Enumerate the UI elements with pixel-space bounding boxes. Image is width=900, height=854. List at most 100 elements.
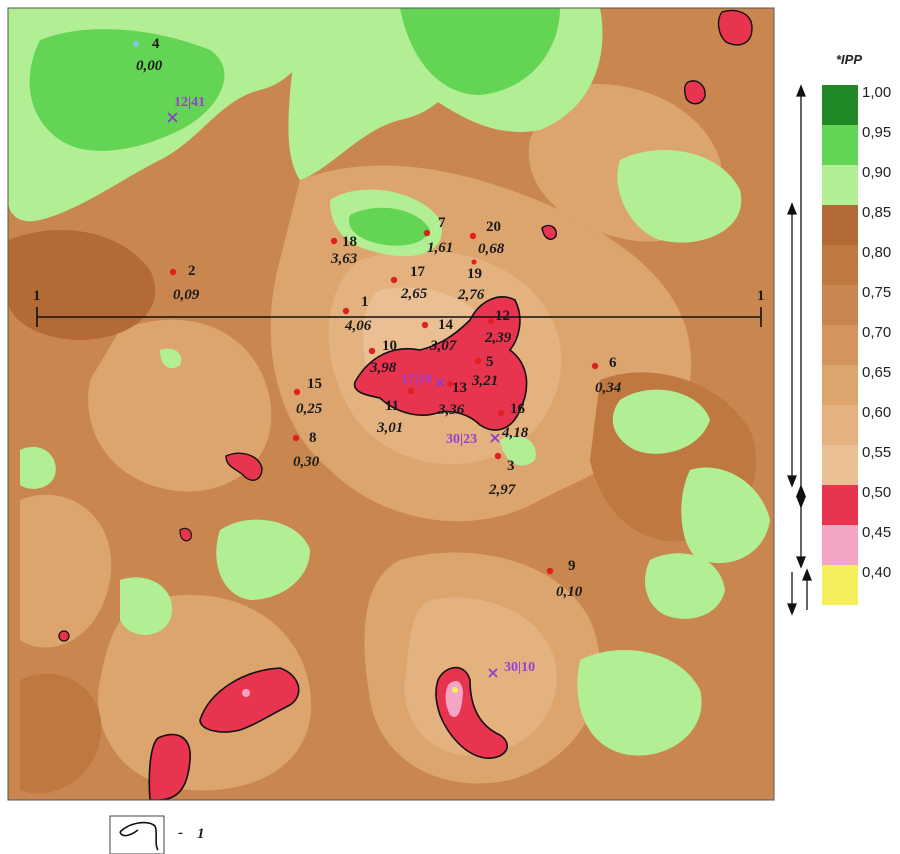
point-label: 30|10 [504, 660, 535, 675]
well-value: 2,97 [488, 482, 516, 498]
legend-swatch [822, 125, 858, 165]
well-id: 20 [486, 219, 501, 235]
legend-label: 0,40 [862, 564, 891, 581]
well-value: 0,09 [173, 287, 200, 303]
profile-start-label: 1 [33, 288, 41, 304]
well-marker [390, 276, 398, 284]
well-id: 12 [495, 308, 510, 324]
well-marker [447, 381, 453, 387]
footnote-label: 1 [197, 826, 205, 842]
cross-marker [488, 668, 498, 678]
well-marker [546, 567, 554, 575]
well-7: 7 1,61 [423, 215, 453, 256]
well-marker [407, 387, 415, 395]
well-marker [423, 229, 431, 237]
well-id: 10 [382, 338, 397, 354]
contour-line-icon [119, 821, 159, 851]
legend-swatch [822, 365, 858, 405]
well-marker [421, 321, 429, 329]
range-arrows [787, 84, 812, 616]
well-marker [169, 268, 177, 276]
well-id: 17 [410, 264, 426, 280]
well-16: 16 4,18 [497, 401, 529, 441]
well-value: 2,76 [457, 287, 485, 303]
legend-swatch [822, 525, 858, 565]
well-marker [469, 232, 477, 240]
point-label: 30|23 [446, 432, 477, 447]
legend-label: 0,70 [862, 324, 891, 341]
well-19: 19 2,76 [457, 259, 485, 303]
well-id: 14 [438, 317, 454, 333]
legend-label: 0,60 [862, 404, 891, 421]
well-9: 9 0,10 [546, 558, 583, 600]
point-label: 12|41 [174, 95, 205, 110]
footnote-legend: - 1 [109, 815, 205, 854]
well-id: 18 [342, 234, 357, 250]
point-12-41: 12|41 [167, 95, 205, 123]
point-17-19: 17|19 [401, 372, 445, 387]
legend-swatch [822, 245, 858, 285]
legend-swatch [822, 325, 858, 365]
well-marker [471, 259, 477, 265]
well-17: 17 2,65 [390, 264, 428, 302]
well-marker [488, 318, 494, 324]
legend-title: *IPP [836, 52, 862, 67]
well-value: 0,00 [136, 58, 163, 74]
well-id: 13 [452, 380, 467, 396]
legend-label: 0,95 [862, 124, 891, 141]
well-id: 7 [438, 215, 446, 231]
well-id: 5 [486, 354, 494, 370]
legend-swatch [822, 565, 858, 605]
legend-label: 0,90 [862, 164, 891, 181]
legend-label: 0,45 [862, 524, 891, 541]
well-1: 1 4,06 [342, 294, 372, 334]
well-id: 1 [361, 294, 369, 310]
legend-label: 0,65 [862, 364, 891, 381]
well-14: 14 3,07 [421, 317, 457, 354]
cross-marker [436, 378, 445, 387]
well-11: 11 3,01 [376, 387, 415, 436]
well-id: 11 [385, 398, 399, 414]
well-20: 20 0,68 [469, 219, 505, 257]
well-12: 12 2,39 [484, 308, 512, 346]
well-value: 2,39 [484, 330, 512, 346]
legend-swatch [822, 405, 858, 445]
well-marker [133, 41, 139, 47]
point-label: 17|19 [401, 372, 432, 387]
well-value: 0,10 [556, 584, 583, 600]
well-value: 3,21 [471, 373, 498, 389]
legend-label: 0,75 [862, 284, 891, 301]
legend-swatch [822, 285, 858, 325]
legend-labels: 1,00 0,95 0,90 0,85 0,80 0,75 0,70 0,65 0,60 0,55… [862, 84, 891, 581]
well-10: 10 3,98 [368, 338, 397, 376]
well-id: 2 [188, 263, 196, 279]
well-value: 3,63 [330, 251, 358, 267]
well-marker [368, 347, 376, 355]
legend-label: 0,55 [862, 444, 891, 461]
legend-swatch [822, 485, 858, 525]
well-id: 4 [152, 36, 160, 52]
well-2: 2 0,09 [169, 263, 200, 303]
legend-label: 0,50 [862, 484, 891, 501]
well-5: 5 3,21 [471, 354, 498, 389]
point-30-23: 30|23 [446, 432, 500, 447]
well-id: 16 [510, 401, 526, 417]
legend-swatch [822, 205, 858, 245]
legend-label: 1,00 [862, 84, 891, 101]
well-id: 9 [568, 558, 576, 574]
well-marker [494, 452, 502, 460]
well-value: 0,30 [293, 454, 320, 470]
point-30-10: 30|10 [488, 660, 535, 678]
footnote-box [109, 815, 165, 854]
legend: *IPP 1,00 0,95 0,90 0,85 0,80 0,75 0,70 0,65 0,6… [822, 52, 891, 605]
profile-line: 1 1 [33, 288, 765, 327]
well-4: 4 0,00 [133, 36, 163, 74]
legend-swatch [822, 165, 858, 205]
well-marker [293, 388, 301, 396]
well-id: 6 [609, 355, 617, 371]
well-value: 0,25 [296, 401, 323, 417]
well-marker [591, 362, 599, 370]
well-15: 15 0,25 [293, 376, 323, 417]
well-8: 8 0,30 [292, 430, 320, 470]
footnote-separator: - [178, 825, 183, 841]
